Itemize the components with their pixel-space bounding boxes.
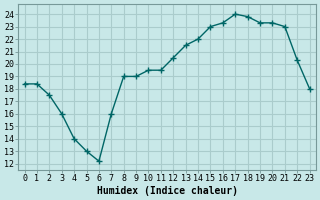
X-axis label: Humidex (Indice chaleur): Humidex (Indice chaleur) (97, 186, 237, 196)
